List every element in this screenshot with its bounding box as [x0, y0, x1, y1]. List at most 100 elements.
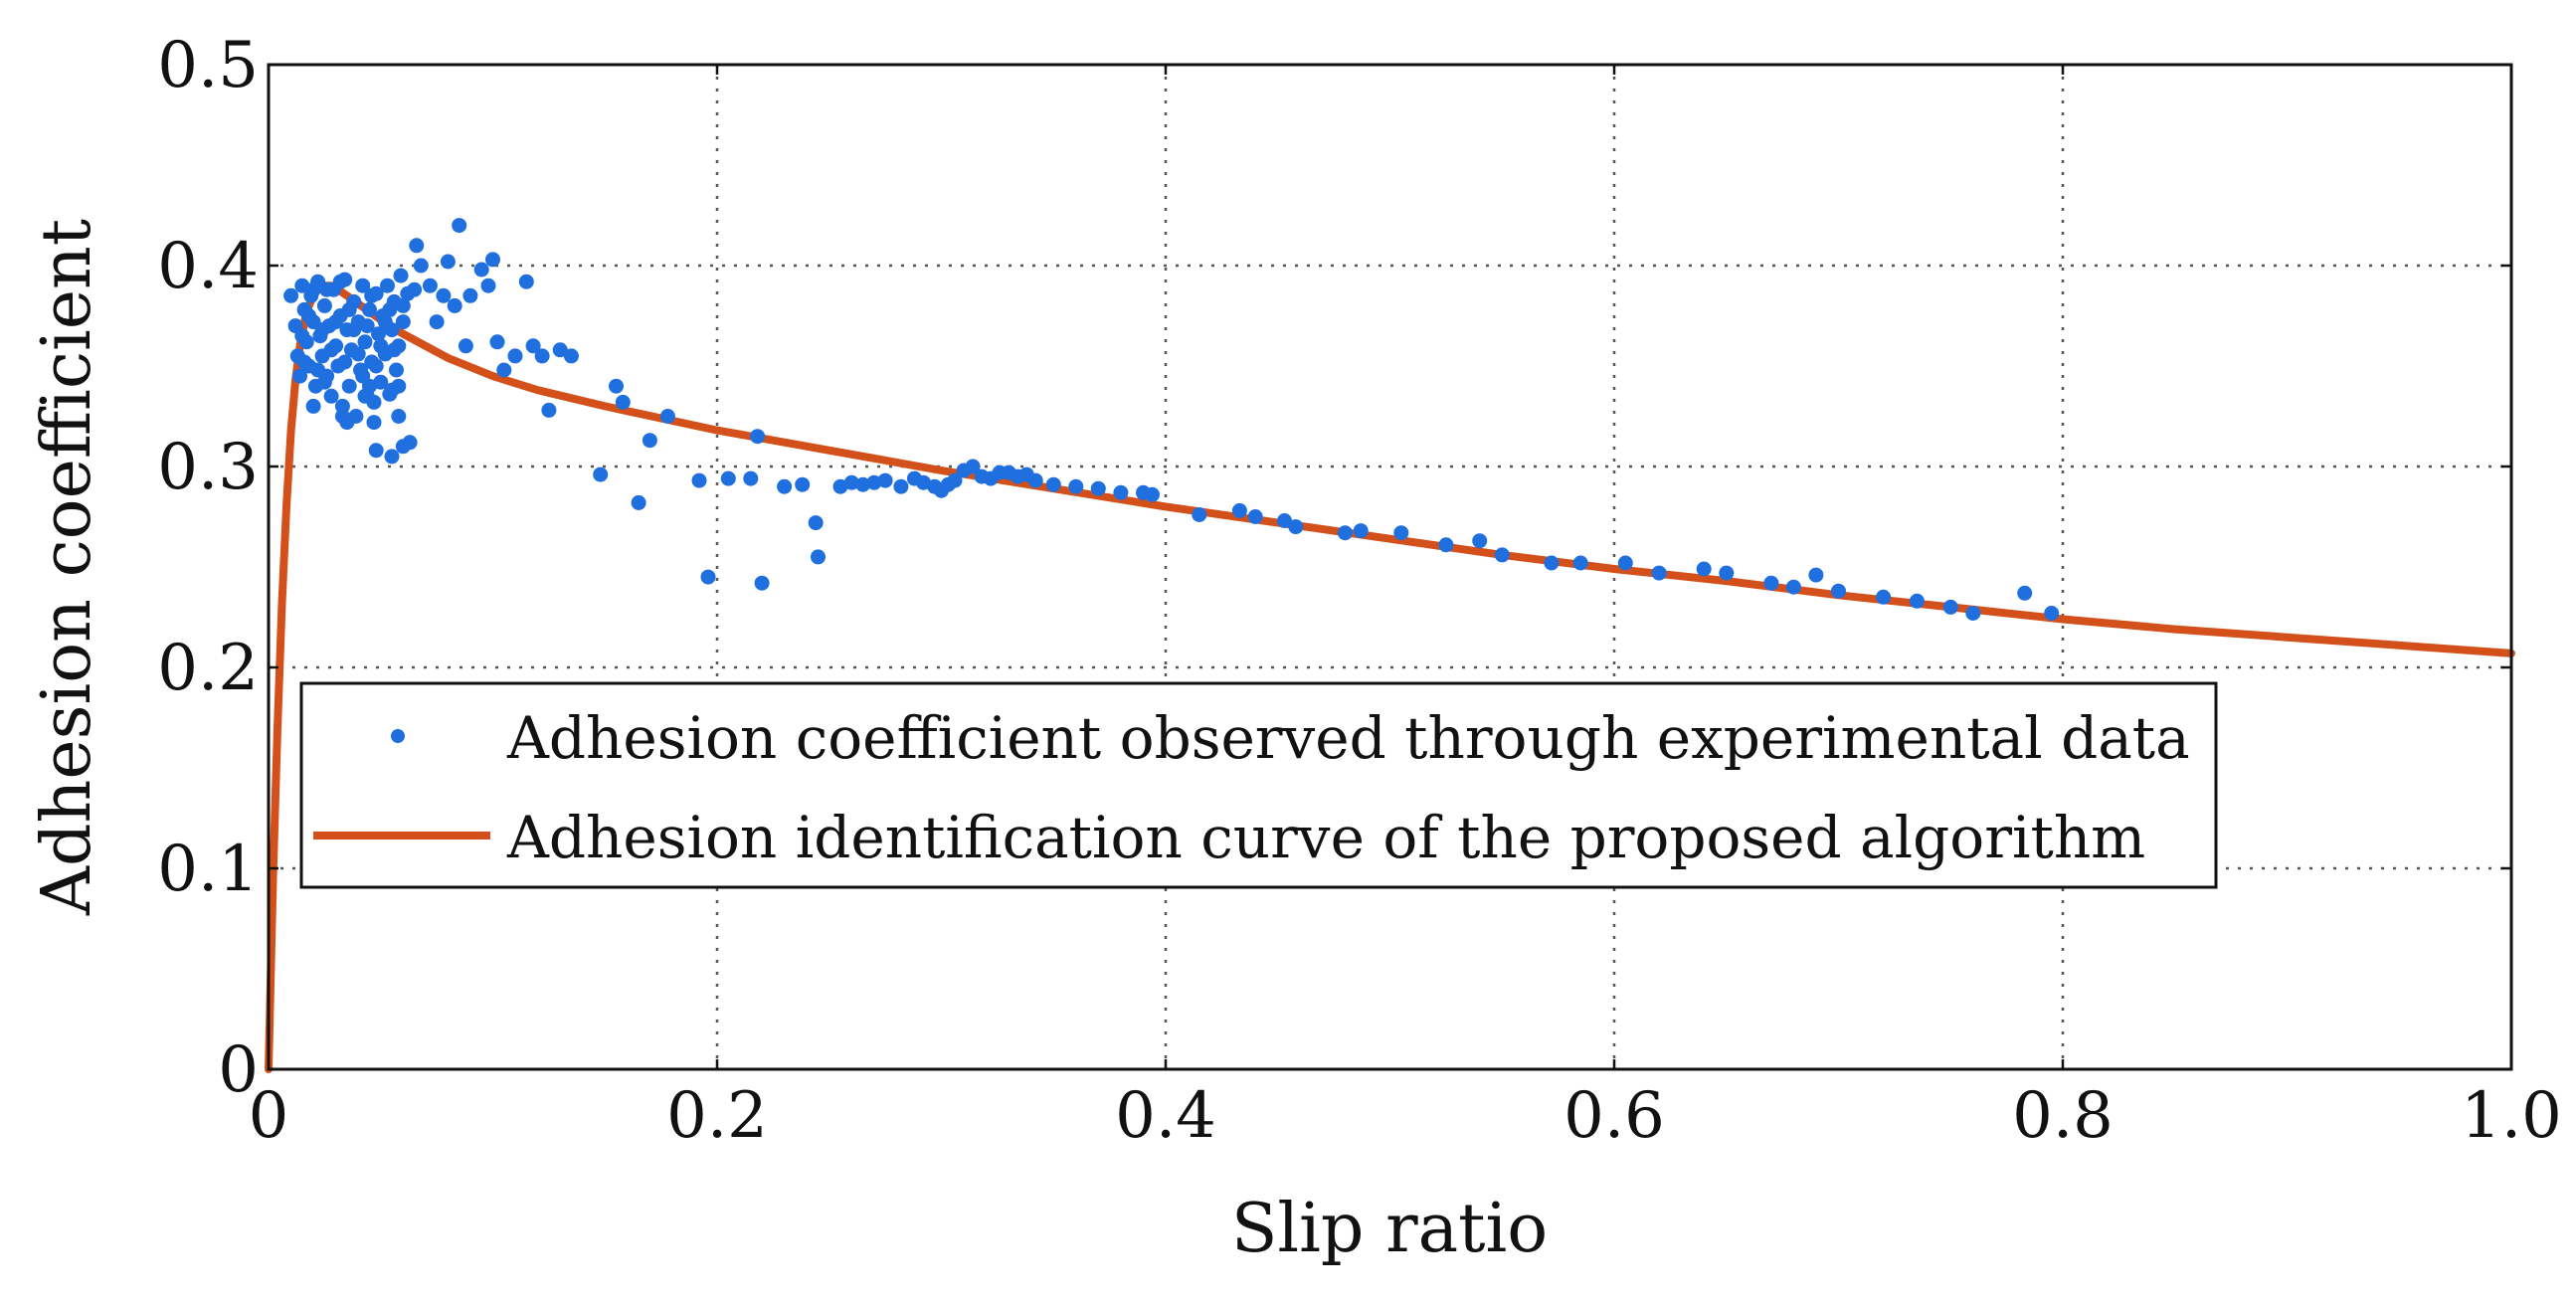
- data-point: [877, 472, 893, 488]
- data-point: [1438, 537, 1454, 553]
- data-point: [743, 470, 759, 486]
- data-point: [541, 402, 557, 418]
- data-point: [1145, 486, 1160, 502]
- data-point: [332, 274, 348, 289]
- data-point: [1068, 478, 1084, 494]
- data-point: [319, 281, 335, 297]
- data-point: [395, 314, 411, 330]
- x-tick-label: 0.8: [2012, 1079, 2114, 1153]
- data-point: [1544, 555, 1560, 571]
- data-point: [323, 388, 339, 404]
- data-point: [855, 476, 871, 492]
- data-point: [323, 342, 339, 358]
- data-point: [328, 314, 344, 330]
- data-point: [1192, 507, 1207, 522]
- data-point: [364, 287, 380, 303]
- data-point: [341, 301, 357, 317]
- y-tick-label: 0.2: [157, 632, 259, 705]
- data-point: [534, 348, 550, 364]
- data-point: [458, 338, 473, 354]
- data-point: [1337, 525, 1353, 541]
- data-point: [1277, 513, 1292, 528]
- data-point: [965, 459, 981, 474]
- data-point: [346, 322, 362, 338]
- data-point: [380, 278, 395, 293]
- data-point: [386, 342, 402, 358]
- data-point: [368, 443, 384, 459]
- data-point: [1288, 519, 1304, 535]
- data-point: [700, 569, 716, 585]
- data-point: [391, 409, 407, 424]
- data-point: [866, 474, 882, 490]
- data-point: [355, 278, 371, 293]
- data-point: [339, 415, 355, 431]
- x-axis-ticks: 0 0.2 0.4 0.6 0.8 1.0: [249, 65, 2562, 1153]
- data-point: [393, 268, 409, 283]
- data-point: [615, 394, 631, 410]
- data-point: [310, 362, 326, 378]
- data-point: [422, 278, 438, 293]
- data-point: [1617, 555, 1633, 571]
- data-point: [316, 374, 332, 390]
- data-point: [373, 338, 389, 354]
- data-point: [371, 326, 386, 342]
- legend-scatter-marker: [391, 729, 405, 743]
- data-point: [811, 549, 826, 565]
- data-point: [754, 575, 770, 591]
- data-point: [447, 297, 462, 313]
- data-point: [507, 348, 523, 364]
- data-point: [357, 334, 373, 350]
- y-tick-label: 0.3: [157, 431, 259, 504]
- data-point: [473, 262, 489, 278]
- data-point: [1651, 565, 1667, 581]
- data-point: [462, 287, 478, 303]
- data-point: [294, 278, 310, 293]
- y-tick-label: 0.4: [157, 230, 259, 303]
- plot-frame: [267, 63, 2513, 1071]
- scatter-layer: [283, 218, 2060, 621]
- x-axis-title: Slip ratio: [1231, 1190, 1548, 1268]
- y-tick-label: 0.1: [157, 833, 259, 906]
- data-point: [377, 314, 393, 330]
- data-point: [1113, 484, 1129, 500]
- data-point: [1231, 502, 1247, 518]
- data-point: [1763, 575, 1779, 591]
- x-tick-label: 0.4: [1115, 1079, 1216, 1153]
- data-point: [362, 301, 377, 317]
- data-point: [1027, 472, 1043, 488]
- data-point: [485, 252, 500, 268]
- data-point: [593, 466, 609, 482]
- data-point: [1942, 599, 1958, 615]
- data-point: [691, 472, 707, 488]
- legend: Adhesion coefficient observed through ex…: [299, 681, 2218, 889]
- data-point: [1393, 525, 1409, 541]
- data-point: [373, 374, 389, 390]
- data-point: [1353, 523, 1369, 539]
- data-point: [1472, 533, 1488, 549]
- data-point: [314, 322, 330, 338]
- y-axis-ticks: 0 0.1 0.2 0.3 0.4 0.5: [157, 29, 2511, 1107]
- data-point: [1090, 480, 1106, 496]
- data-point: [563, 348, 579, 364]
- data-point: [525, 338, 541, 354]
- data-point: [1494, 547, 1510, 563]
- data-point: [1785, 579, 1801, 595]
- data-point: [1045, 476, 1061, 492]
- data-point: [362, 378, 377, 394]
- data-point: [843, 474, 859, 490]
- data-point: [409, 238, 425, 254]
- data-point: [316, 297, 332, 313]
- data-point: [496, 362, 512, 378]
- data-point: [720, 470, 736, 486]
- data-point: [305, 281, 321, 297]
- data-point: [832, 478, 848, 494]
- data-point: [337, 354, 353, 370]
- data-point: [366, 415, 382, 431]
- data-point: [1965, 606, 1981, 621]
- grid: [269, 65, 2511, 1069]
- data-point: [341, 378, 357, 394]
- data-point: [292, 368, 308, 384]
- data-point: [1719, 565, 1735, 581]
- data-point: [552, 342, 568, 358]
